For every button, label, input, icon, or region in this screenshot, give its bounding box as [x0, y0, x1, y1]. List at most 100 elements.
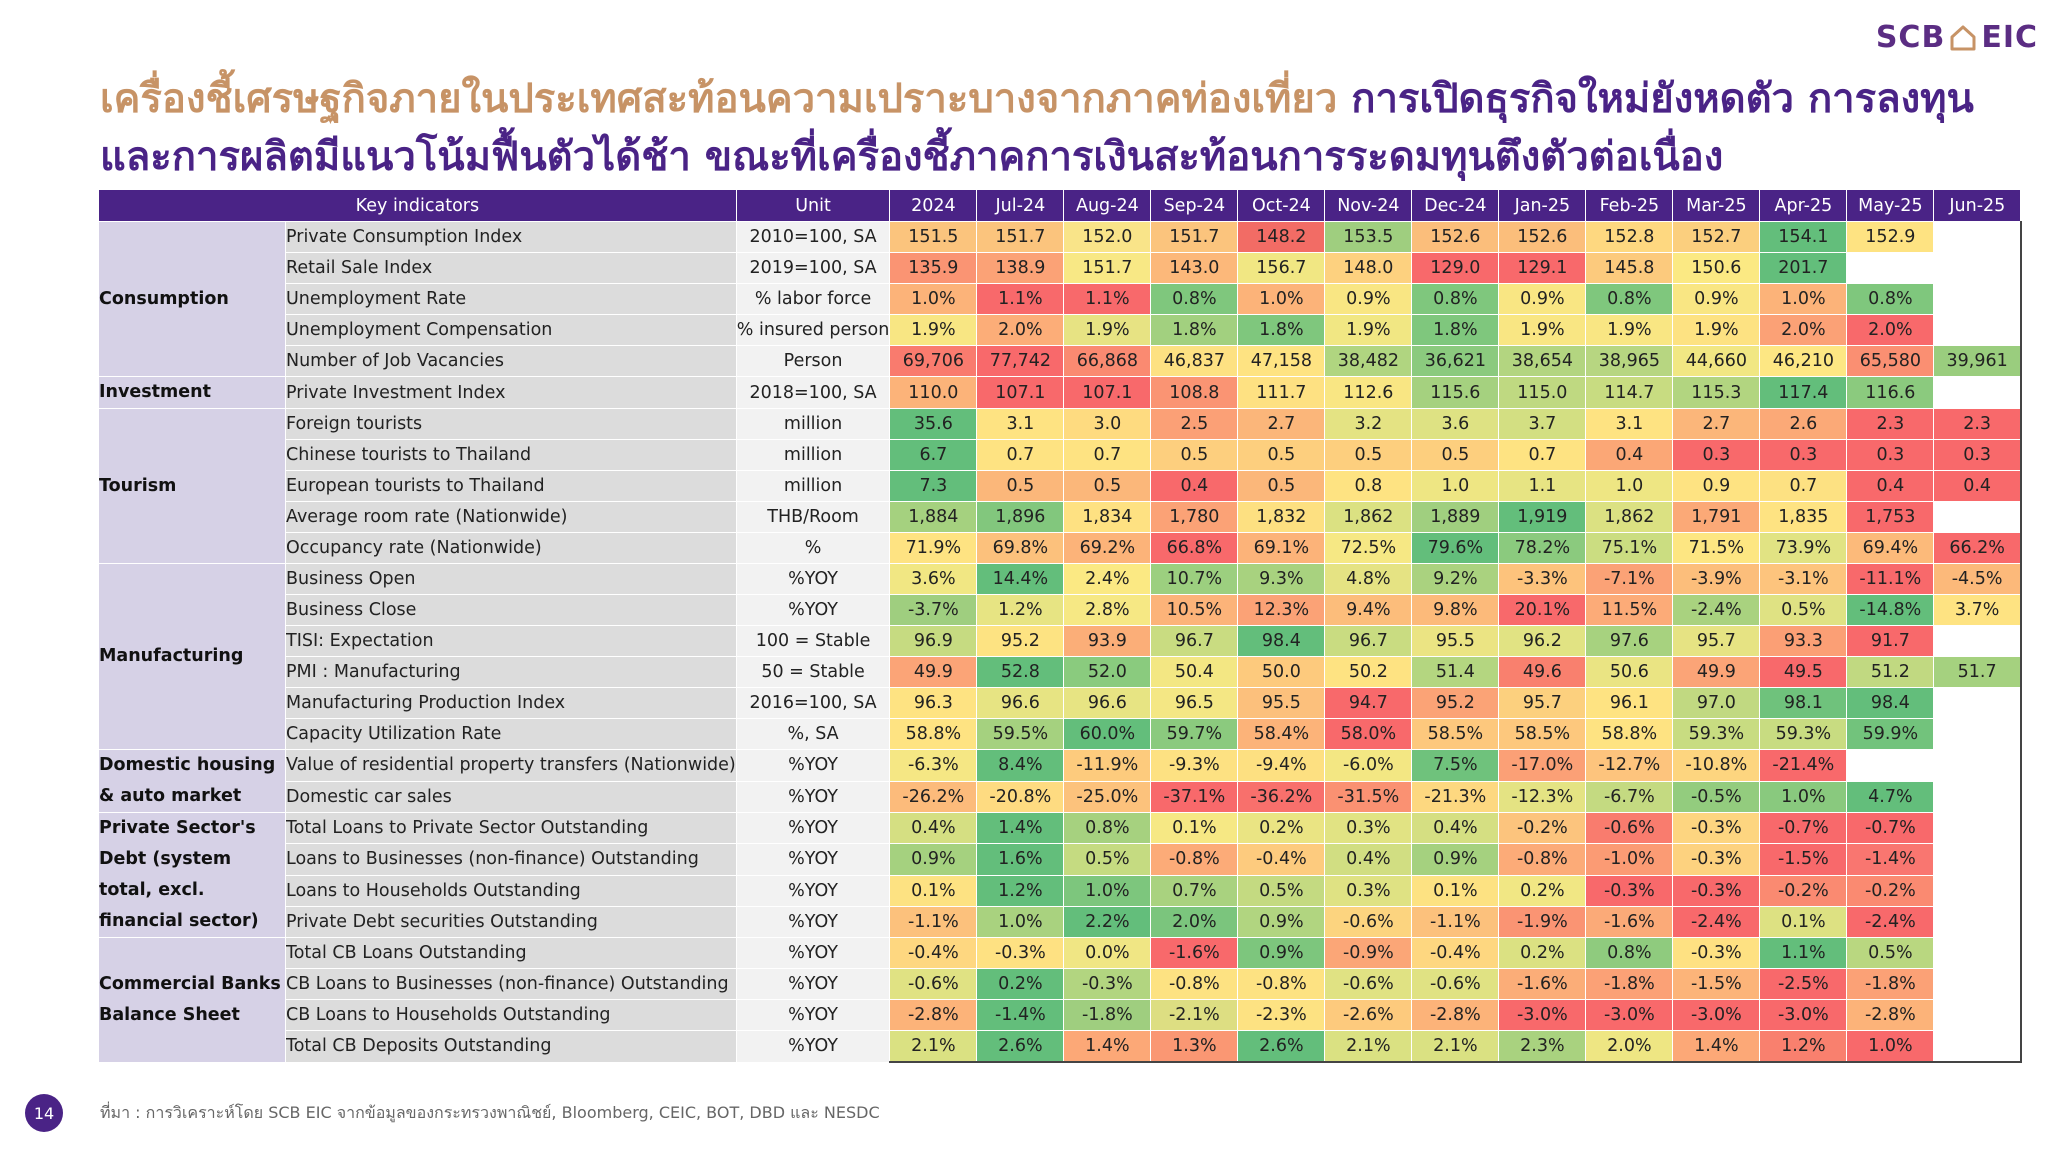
header-period: Nov-24 [1324, 189, 1413, 222]
value-cell: 97.0 [1672, 687, 1761, 719]
value-cell: 0.9% [1672, 283, 1761, 315]
value-cell: 1.0% [1759, 283, 1848, 315]
value-cell: -3.0% [1759, 999, 1848, 1031]
value-cell: -0.6% [1411, 968, 1500, 1000]
table-row: Manufacturing Business Open %YOY 3.6% 14.4% 2… [98, 563, 2022, 750]
value-cell: -21.4% [1759, 749, 1848, 782]
value-cell [1933, 999, 2022, 1031]
value-cell: 12.3% [1237, 594, 1326, 626]
value-cell: 153.5 [1324, 221, 1413, 253]
value-cell: 96.6 [1063, 687, 1152, 719]
indicator-unit: % [735, 532, 891, 564]
indicator-name: Private Debt securities Outstanding [285, 905, 737, 939]
value-cell: -6.3% [889, 749, 978, 782]
group-label: Commercial Banks Balance Sheet [98, 937, 286, 1063]
value-cell: -20.8% [976, 780, 1065, 813]
value-cell: 1,834 [1063, 501, 1152, 533]
value-cell: 129.0 [1411, 252, 1500, 284]
value-cell: 1.0% [1237, 283, 1326, 315]
table-row: Capacity Utilization Rate%, SA 58.8% 59.5%… [99, 718, 2022, 750]
value-cell: -0.7% [1759, 811, 1848, 845]
value-cell: -1.8% [1585, 968, 1674, 1000]
value-cell: -1.4% [976, 999, 1065, 1031]
value-cell: 0.3 [1759, 439, 1848, 471]
value-cell: -6.7% [1585, 780, 1674, 813]
value-cell: 49.5 [1759, 656, 1848, 688]
table-row: Retail Sale Index 2019=100, SA 135.9 138.9 1… [99, 252, 2022, 284]
value-cell: -0.5% [1672, 780, 1761, 813]
value-cell: 0.9% [1324, 283, 1413, 315]
value-cell: -14.8% [1846, 594, 1935, 626]
value-cell [1933, 625, 2022, 657]
indicator-unit: %YOY [735, 594, 891, 626]
indicator-name: Domestic car sales [285, 780, 737, 813]
value-cell: 10.7% [1150, 563, 1239, 595]
value-cell: 3.2 [1324, 408, 1413, 440]
value-cell: 1,832 [1237, 501, 1326, 533]
header-period: Dec-24 [1411, 189, 1500, 222]
value-cell: 148.2 [1237, 221, 1326, 253]
value-cell: 152.7 [1672, 221, 1761, 253]
value-cell: 2.0% [1846, 314, 1935, 346]
value-cell: 2.2% [1063, 905, 1152, 939]
header-period: 2024 [889, 189, 978, 222]
value-cell: 77,742 [976, 345, 1065, 377]
value-cell: 50.2 [1324, 656, 1413, 688]
value-cell: 2.0% [976, 314, 1065, 346]
value-cell: -0.8% [1150, 843, 1239, 876]
value-cell: 95.5 [1411, 625, 1500, 657]
value-cell: 2.1% [889, 1030, 978, 1063]
value-cell: 1,780 [1150, 501, 1239, 533]
value-cell: 0.5 [1237, 470, 1326, 502]
brand-logo: SCB EIC [1876, 20, 2038, 55]
value-cell: 0.2% [1498, 937, 1587, 969]
indicator-unit: 50 = Stable [735, 656, 891, 688]
header-period: Apr-25 [1759, 189, 1848, 222]
value-cell: -25.0% [1063, 780, 1152, 813]
value-cell: 0.5 [1150, 439, 1239, 471]
value-cell: 2.6% [1237, 1030, 1326, 1063]
indicator-name: Occupancy rate (Nationwide) [285, 532, 737, 564]
table-row: Commercial Banks Balance Sheet Total CB L… [98, 937, 2022, 1063]
value-cell: 75.1% [1585, 532, 1674, 564]
value-cell: 1.0% [1759, 780, 1848, 813]
indicator-name: European tourists to Thailand [285, 470, 737, 502]
indicator-name: Number of Job Vacancies [285, 345, 737, 377]
value-cell: 73.9% [1759, 532, 1848, 564]
table-row: Average room rate (Nationwide) THB/Room 1,… [99, 501, 2022, 533]
value-cell: -0.6% [1324, 905, 1413, 939]
value-cell: 97.6 [1585, 625, 1674, 657]
value-cell: 96.5 [1150, 687, 1239, 719]
value-cell: 59.7% [1150, 718, 1239, 750]
value-cell: 0.3% [1324, 811, 1413, 845]
value-cell: 49.6 [1498, 656, 1587, 688]
value-cell: 7.5% [1411, 749, 1500, 782]
table-body: Consumption Private Consumption Index 2010… [98, 221, 2022, 1063]
value-cell: -12.3% [1498, 780, 1587, 813]
indicator-unit: %YOY [735, 937, 891, 969]
value-cell: -2.4% [1846, 905, 1935, 939]
group-label: Tourism [98, 408, 286, 564]
value-cell: 0.2% [976, 968, 1065, 1000]
value-cell: 47,158 [1237, 345, 1326, 377]
page-headline: เครื่องชี้เศรษฐกิจภายในประเทศสะท้อนความเ… [100, 70, 2000, 186]
value-cell: -12.7% [1585, 749, 1674, 782]
table-row: TISI: Expectation 100 = Stable 96.9 95.2 93.… [99, 625, 2022, 657]
value-cell: 49.9 [889, 656, 978, 688]
value-cell: 135.9 [889, 252, 978, 284]
table-row: Private Sector's Debt (system total, exc… [98, 811, 2022, 938]
value-cell: 0.4 [1933, 470, 2022, 502]
value-cell: 1.0 [1585, 470, 1674, 502]
value-cell: 98.4 [1846, 687, 1935, 719]
value-cell: 98.4 [1237, 625, 1326, 657]
table-row: Chinese tourists to Thailand million 6.7 0.… [99, 439, 2022, 471]
value-cell: 20.1% [1498, 594, 1587, 626]
value-cell: -0.3% [1672, 874, 1761, 907]
group-label: Domestic housing & auto market [98, 749, 286, 813]
value-cell: 0.8% [1585, 937, 1674, 969]
value-cell: 65,580 [1846, 345, 1935, 377]
value-cell: 0.1% [1411, 874, 1500, 907]
value-cell: 38,482 [1324, 345, 1413, 377]
value-cell: 69.2% [1063, 532, 1152, 564]
value-cell: 1,889 [1411, 501, 1500, 533]
